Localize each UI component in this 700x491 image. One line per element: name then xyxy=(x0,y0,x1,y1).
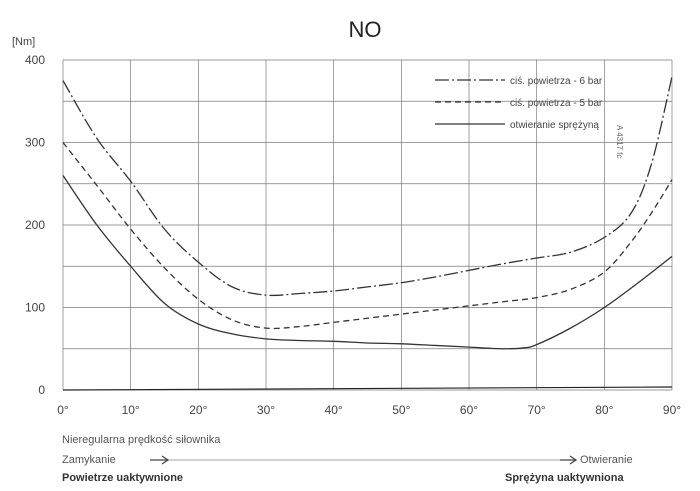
series-line-2 xyxy=(62,142,673,330)
legend-label: ciś. powietrza - 5 bar xyxy=(510,98,603,109)
x-tick-label: 80° xyxy=(595,403,613,417)
y-tick-label: 200 xyxy=(25,218,45,232)
chart-title: NO xyxy=(349,17,382,42)
x-tick-label: 20° xyxy=(189,403,207,417)
speed-note: Nieregularna prędkość siłownika xyxy=(62,434,221,446)
series-line-1 xyxy=(62,76,673,297)
y-tick-label: 0 xyxy=(38,383,45,397)
opening-arrow-icon xyxy=(560,455,578,465)
x-tick-label: 50° xyxy=(392,403,410,417)
series-lines xyxy=(62,76,673,350)
legend-label: otwieranie sprężyną xyxy=(510,120,599,131)
closing-label: Zamykanie xyxy=(62,454,116,466)
y-axis-unit: [Nm] xyxy=(12,36,35,48)
legend: ciś. powietrza - 6 bar ciś. powietrza - 5… xyxy=(435,76,603,131)
grid xyxy=(62,59,673,391)
y-tick-label: 300 xyxy=(25,136,45,150)
axes: 0° 10° 20° 30° 40° 50° 60° 70° 80° 90° 0 100 200 300 4… xyxy=(25,53,681,417)
x-axis-line xyxy=(62,386,673,391)
x-tick-label: 10° xyxy=(122,403,140,417)
series-line-3 xyxy=(62,175,673,350)
x-tick-label: 90° xyxy=(663,403,681,417)
y-tick-label: 400 xyxy=(25,53,45,67)
legend-label: ciś. powietrza - 6 bar xyxy=(510,76,603,87)
x-tick-label: 30° xyxy=(257,403,275,417)
y-tick-label: 100 xyxy=(25,301,45,315)
closing-arrow-icon xyxy=(150,455,170,465)
air-active-label: Powietrze uaktywnione xyxy=(62,472,183,484)
x-tick-label: 0° xyxy=(57,403,69,417)
x-tick-label: 60° xyxy=(460,403,478,417)
opening-label: Otwieranie xyxy=(580,454,633,466)
spring-active-label: Sprężyna uaktywniona xyxy=(505,472,624,484)
x-tick-label: 40° xyxy=(325,403,343,417)
x-tick-label: 70° xyxy=(528,403,546,417)
side-note: A 4317 fc xyxy=(615,125,624,158)
